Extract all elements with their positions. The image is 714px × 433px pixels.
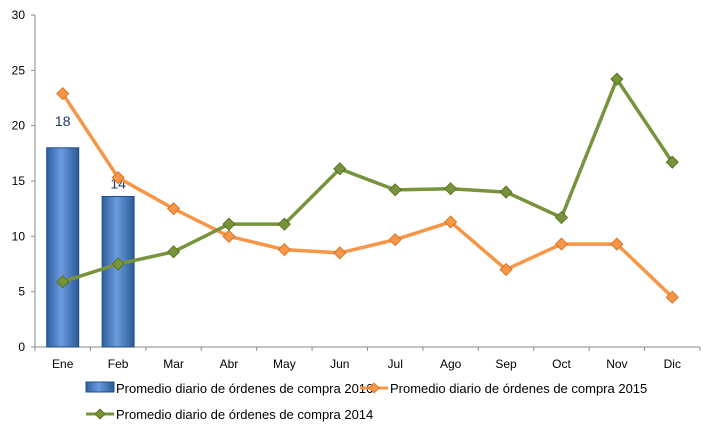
series-point-2014	[222, 217, 236, 231]
x-tick-label: Mar	[163, 357, 184, 371]
series-point-2015	[665, 290, 679, 304]
x-tick-label: Sep	[495, 357, 517, 371]
series-point-2015	[554, 237, 569, 251]
y-tick-label: 30	[12, 8, 26, 22]
legend-item: Promedio diario de órdenes de compra 201…	[360, 381, 647, 396]
series-point-2015	[499, 262, 513, 277]
series-point-2014	[444, 182, 458, 196]
bar-ene	[46, 147, 80, 348]
series-line-2015	[61, 92, 674, 299]
series-point-2015	[56, 87, 70, 101]
series-point-2014	[56, 275, 70, 289]
series-point-2015	[277, 243, 291, 257]
bar-feb	[101, 195, 135, 348]
x-tick-label: Ago	[440, 357, 462, 371]
legend-label: Promedio diario de órdenes de compra 201…	[390, 381, 647, 396]
x-tick-label: Dic	[664, 357, 681, 371]
series-point-2015	[444, 215, 458, 229]
series-point-2015	[111, 171, 125, 185]
y-tick-label: 5	[18, 285, 25, 299]
series-point-2014	[665, 155, 679, 169]
series-point-2014	[111, 257, 125, 271]
series-point-2014	[166, 245, 181, 259]
series-line-2014	[62, 77, 674, 284]
legend-label: Promedio diario de órdenes de compra 201…	[116, 407, 373, 422]
legend-swatch-marker	[94, 408, 106, 420]
x-tick-label: Jul	[388, 357, 403, 371]
x-tick-label: Nov	[606, 357, 627, 371]
legend-item: Promedio diario de órdenes de compra 201…	[86, 407, 373, 422]
y-tick-label: 15	[12, 174, 26, 188]
bar-data-label: 18	[55, 113, 71, 129]
y-tick-label: 20	[12, 119, 26, 133]
series-point-2015	[333, 246, 347, 260]
y-tick-label: 10	[12, 229, 26, 243]
legend-label: Promedio diario de órdenes de compra 201…	[116, 381, 373, 396]
y-tick-label: 0	[18, 340, 25, 354]
series-point-2015	[388, 233, 402, 247]
series-point-2014	[333, 162, 347, 176]
series-point-2014	[554, 210, 569, 225]
plot-area: 0 5 10 15 20 25 30 Ene Feb Mar Abr May Jun Jul Ago Sep O…	[12, 8, 701, 371]
legend-item: Promedio diario de órdenes de compra 201…	[85, 381, 373, 396]
series-point-2014	[499, 185, 513, 199]
legend: Promedio diario de órdenes de compra 201…	[85, 381, 647, 422]
series-point-2015	[166, 202, 181, 216]
x-tick-label: May	[273, 357, 296, 371]
x-tick-label: Jun	[330, 357, 349, 371]
x-tick-label: Feb	[108, 357, 129, 371]
x-tick-label: Oct	[552, 357, 571, 371]
series-point-2014	[388, 183, 402, 197]
x-tick-label: Ene	[52, 357, 74, 371]
legend-swatch-bar	[85, 381, 115, 393]
series-point-2014	[277, 217, 291, 231]
series-point-2015	[610, 237, 624, 251]
legend-swatch-marker	[368, 382, 380, 394]
x-tick-label: Abr	[220, 357, 239, 371]
series-point-2015	[222, 229, 236, 243]
y-tick-label: 25	[12, 63, 26, 77]
series-point-2014	[610, 72, 624, 86]
